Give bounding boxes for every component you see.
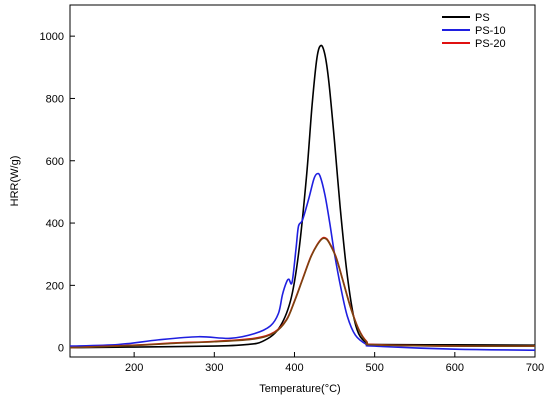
x-tick-label: 600 xyxy=(446,362,464,374)
y-tick-label: 200 xyxy=(46,280,64,292)
plot-frame xyxy=(69,4,536,358)
series-line-ps-10 xyxy=(70,172,535,351)
series-lines xyxy=(70,44,535,351)
legend-label: PS xyxy=(475,12,490,24)
y-tick-label: 800 xyxy=(46,93,64,105)
x-tick-label: 200 xyxy=(125,362,143,374)
x-tick-label: 500 xyxy=(365,362,383,374)
x-axis-label: Temperature(°C) xyxy=(259,383,340,395)
legend-label: PS-20 xyxy=(475,38,506,50)
x-tick-label: 300 xyxy=(205,362,223,374)
y-tick-label: 0 xyxy=(58,343,64,355)
y-tick-label: 600 xyxy=(46,156,64,168)
axis-ticks: 200 300 400 500 600 700 0 200 400 600 800 1000 xyxy=(40,31,545,374)
y-tick-label: 400 xyxy=(46,218,64,230)
series-line-ps-20 xyxy=(70,236,535,349)
series-line-ps xyxy=(70,44,535,349)
x-tick-label: 700 xyxy=(526,362,544,374)
series-line-series-4 xyxy=(70,237,535,349)
legend-label: PS-10 xyxy=(475,25,506,37)
y-axis-label: HRR(W/g) xyxy=(9,156,21,207)
y-tick-label: 1000 xyxy=(40,31,64,43)
x-tick-label: 400 xyxy=(285,362,303,374)
